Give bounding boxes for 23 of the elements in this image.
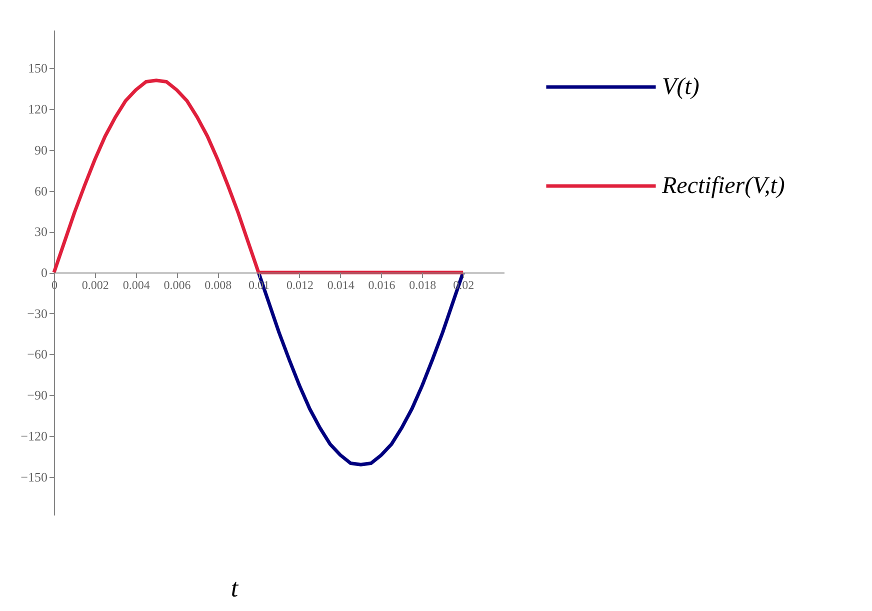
- y-tick-label: 60: [34, 183, 48, 198]
- x-tick-label: 0.012: [286, 278, 314, 292]
- line-series: [52, 78, 465, 274]
- x-tick-label: 0.008: [204, 278, 232, 292]
- y-tick-label: −120: [20, 428, 48, 444]
- x-tick-label: 0.002: [82, 278, 109, 292]
- y-tick-label: 90: [34, 142, 48, 158]
- y-tick-label: 150: [28, 60, 48, 76]
- legend-label: Rectifier(V,t): [661, 173, 785, 199]
- x-tick-label: 0.018: [409, 278, 436, 292]
- x-axis-title: t: [230, 574, 239, 602]
- y-tick-label: 30: [34, 224, 48, 240]
- y-tick-label: 0: [41, 265, 48, 280]
- x-tick-label: 0.014: [327, 278, 354, 292]
- y-tick-label: −30: [27, 306, 48, 321]
- x-tick-label: 0.016: [368, 278, 396, 292]
- legend-label: V(t): [662, 74, 700, 100]
- y-tick-label: −150: [20, 469, 48, 484]
- y-tick-label: 120: [28, 102, 48, 117]
- y-tick-label: −60: [27, 346, 48, 362]
- x-tick-label: 0.004: [122, 278, 150, 292]
- x-tick-label: 0.006: [164, 278, 191, 292]
- y-tick-label: −90: [27, 388, 48, 403]
